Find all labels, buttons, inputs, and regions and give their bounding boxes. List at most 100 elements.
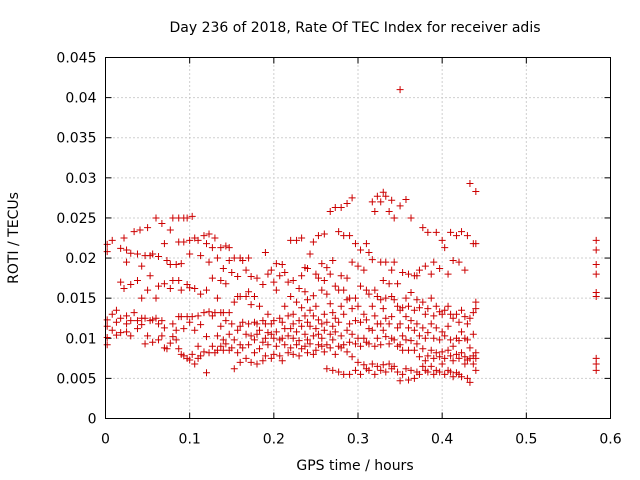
- data-point: [301, 330, 309, 338]
- data-point: [365, 340, 373, 348]
- data-point: [466, 314, 474, 322]
- x-tick-label: 0: [101, 432, 110, 448]
- data-point: [458, 373, 466, 381]
- x-tick-label: 0.1: [179, 432, 201, 448]
- data-point: [247, 332, 255, 340]
- data-point: [410, 374, 418, 382]
- data-point: [396, 377, 404, 385]
- data-point: [225, 309, 233, 317]
- x-tick-labels: 0 0.1 0.2 0.3 0.4 0.5 0.6: [101, 432, 622, 448]
- data-point: [301, 342, 309, 350]
- data-point: [351, 294, 359, 302]
- data-point: [432, 302, 440, 310]
- data-point: [155, 282, 163, 290]
- data-point: [447, 352, 455, 360]
- data-point: [444, 322, 452, 330]
- data-point: [354, 358, 362, 366]
- data-point: [318, 334, 326, 342]
- data-point: [293, 298, 301, 306]
- data-point: [289, 350, 297, 358]
- data-point: [314, 330, 322, 338]
- data-point: [373, 192, 381, 200]
- data-point: [103, 248, 111, 256]
- data-point: [424, 368, 432, 376]
- data-point: [289, 320, 297, 328]
- data-point: [351, 317, 359, 325]
- data-point: [427, 270, 435, 278]
- data-point: [436, 368, 444, 376]
- data-point: [438, 328, 446, 336]
- data-point: [357, 282, 365, 290]
- data-point: [385, 360, 393, 368]
- data-point: [323, 365, 331, 373]
- data-point: [362, 286, 370, 294]
- data-point: [337, 204, 345, 212]
- data-point: [309, 332, 317, 340]
- data-point: [430, 370, 438, 378]
- data-point: [211, 234, 219, 242]
- data-point: [348, 305, 356, 313]
- data-point: [461, 266, 469, 274]
- data-point: [306, 340, 314, 348]
- data-point: [360, 266, 368, 274]
- data-point: [449, 314, 457, 322]
- data-point: [112, 306, 120, 314]
- data-point: [234, 349, 242, 357]
- data-point: [592, 270, 600, 278]
- data-point: [314, 341, 322, 349]
- data-point: [419, 298, 427, 306]
- data-point: [365, 290, 373, 298]
- data-point: [197, 321, 205, 329]
- data-point: [458, 328, 466, 336]
- data-point: [261, 352, 269, 360]
- data-point: [368, 302, 376, 310]
- data-point: [289, 310, 297, 318]
- data-point: [379, 277, 387, 285]
- data-point: [270, 278, 278, 286]
- data-point: [197, 252, 205, 260]
- data-point: [432, 228, 440, 236]
- data-point: [166, 285, 174, 293]
- data-point: [405, 376, 412, 384]
- data-point: [186, 356, 194, 364]
- data-point: [592, 236, 600, 244]
- data-point: [166, 226, 174, 234]
- data-point: [219, 309, 227, 317]
- data-point: [371, 370, 379, 378]
- data-point: [172, 260, 180, 268]
- data-point: [217, 277, 225, 285]
- data-point: [149, 250, 157, 258]
- data-point: [399, 332, 407, 340]
- data-point: [152, 314, 160, 322]
- data-point: [293, 328, 301, 336]
- data-point: [234, 326, 242, 334]
- data-point: [239, 344, 247, 352]
- data-point: [281, 341, 289, 349]
- data-point: [388, 196, 396, 204]
- data-point: [261, 248, 269, 256]
- data-point: [155, 320, 163, 328]
- data-point: [289, 277, 297, 285]
- data-point: [205, 349, 213, 357]
- data-point: [219, 336, 227, 344]
- data-point: [444, 346, 452, 354]
- data-point: [385, 280, 393, 288]
- data-point: [368, 198, 376, 206]
- data-point: [160, 240, 168, 248]
- data-point: [188, 313, 196, 321]
- data-point: [108, 236, 116, 244]
- data-point: [242, 354, 250, 362]
- data-point: [203, 286, 210, 294]
- data-point: [295, 285, 303, 293]
- data-point: [120, 285, 128, 293]
- data-point: [377, 198, 385, 206]
- data-point: [469, 309, 477, 317]
- data-point: [155, 252, 163, 260]
- data-point: [293, 236, 301, 244]
- data-point: [256, 345, 264, 353]
- y-tick-label: 0.005: [56, 371, 96, 387]
- data-point: [354, 302, 362, 310]
- data-point: [186, 250, 194, 258]
- data-point: [335, 228, 343, 236]
- data-point: [270, 317, 278, 325]
